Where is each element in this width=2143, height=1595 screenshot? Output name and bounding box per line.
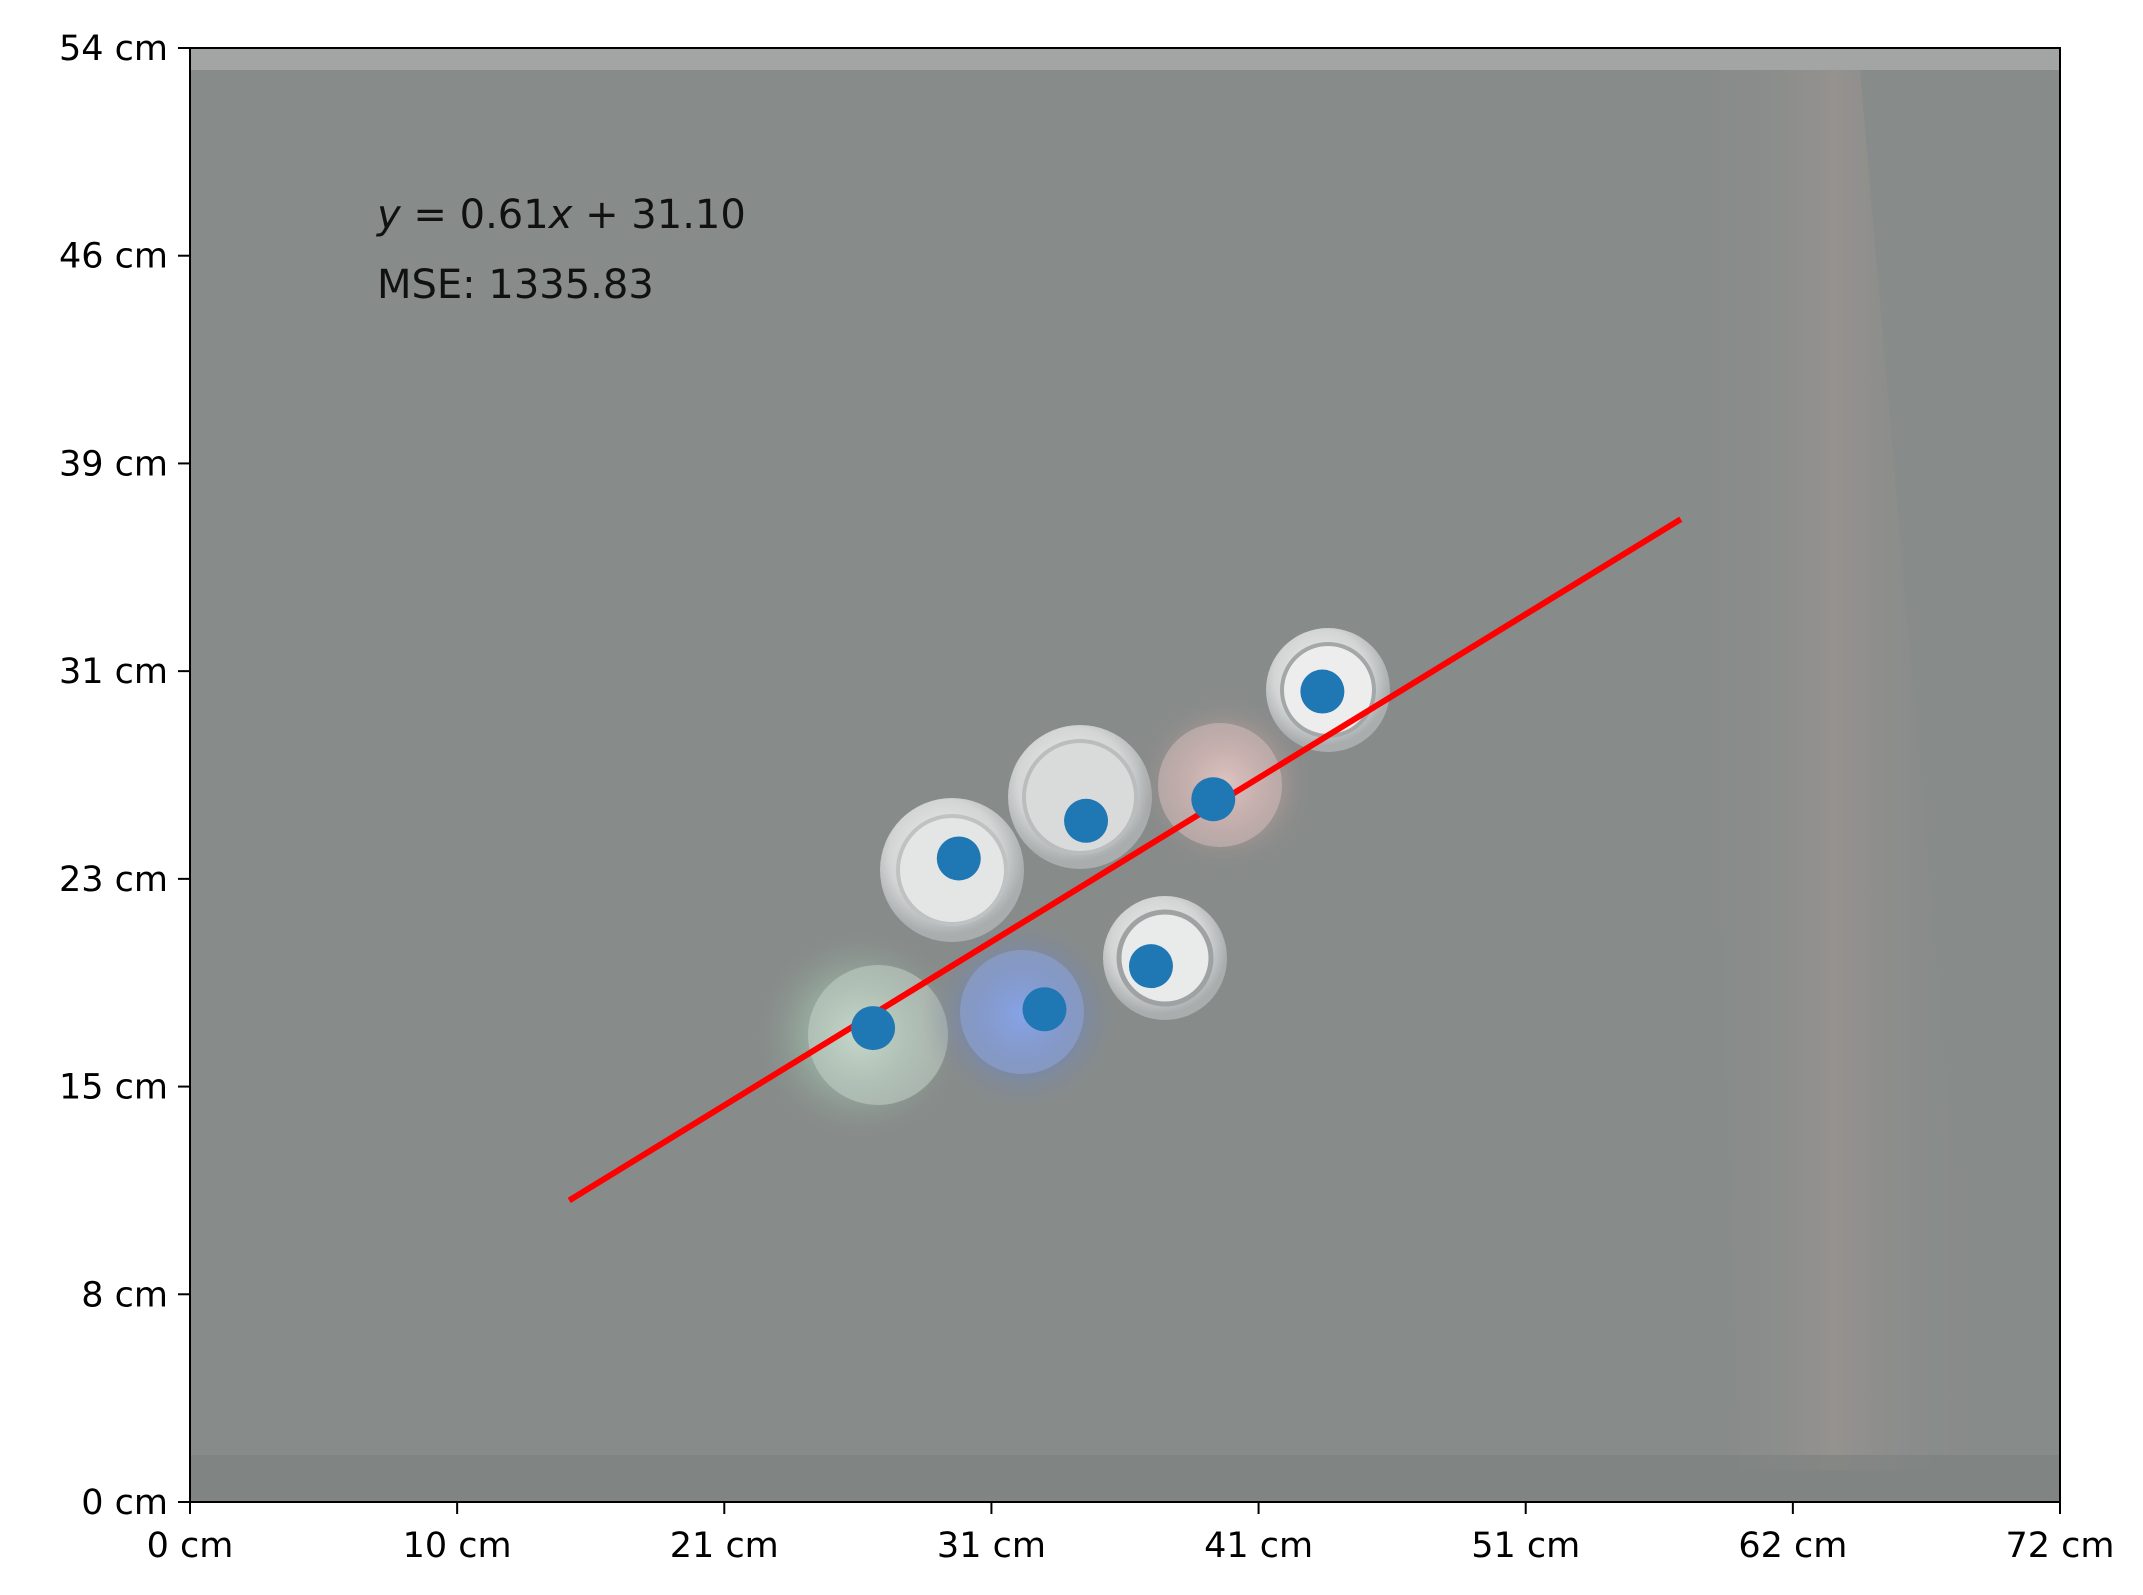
y-tick-label: 8 cm (81, 1275, 168, 1315)
y-tick-label: 0 cm (81, 1483, 168, 1523)
y-tick-label: 54 cm (59, 29, 168, 69)
photo-top-edge (190, 48, 2060, 70)
equation-annotation: y = 0.61x + 31.10 (376, 192, 746, 238)
data-point-2 (936, 836, 981, 881)
y-tick-label: 39 cm (59, 444, 168, 484)
scatter-points (851, 669, 1345, 1051)
x-tick-label: 41 cm (1204, 1526, 1313, 1566)
x-tick-label: 10 cm (403, 1526, 512, 1566)
x-tick-label: 72 cm (2006, 1526, 2115, 1566)
y-axis-ticks: 0 cm 8 cm 15 cm 23 cm 31 cm 39 cm 46 cm 54 cm (59, 29, 190, 1523)
data-point-5 (1128, 944, 1173, 989)
x-tick-label: 62 cm (1738, 1526, 1847, 1566)
y-tick-label: 23 cm (59, 860, 168, 900)
data-point-6 (1191, 777, 1236, 822)
data-point-7 (1300, 669, 1345, 714)
fit-line-layer (567, 516, 1683, 1203)
data-point-3 (1022, 987, 1067, 1032)
data-point-4 (1064, 798, 1109, 843)
photo-bottom-shadow (190, 1455, 2060, 1502)
y-tick-label: 15 cm (59, 1068, 168, 1108)
data-point-1 (851, 1006, 896, 1051)
fit-line (567, 516, 1683, 1203)
y-tick-label: 31 cm (59, 652, 168, 692)
x-tick-label: 21 cm (670, 1526, 779, 1566)
photo-floor-stripe (1690, 70, 1980, 1470)
x-tick-label: 51 cm (1471, 1526, 1580, 1566)
plot-area (190, 48, 2060, 1502)
x-tick-label: 0 cm (147, 1526, 234, 1566)
robot-blue (960, 950, 1084, 1074)
robot-white-middle-inner (1022, 739, 1138, 855)
y-tick-label: 46 cm (59, 237, 168, 277)
x-axis-ticks: 0 cm 10 cm 21 cm 31 cm 41 cm 51 cm 62 cm 72 cm (147, 1502, 2115, 1566)
x-tick-label: 31 cm (937, 1526, 1046, 1566)
mse-annotation: MSE: 1335.83 (377, 262, 654, 308)
axes-frame (189, 47, 2061, 1503)
